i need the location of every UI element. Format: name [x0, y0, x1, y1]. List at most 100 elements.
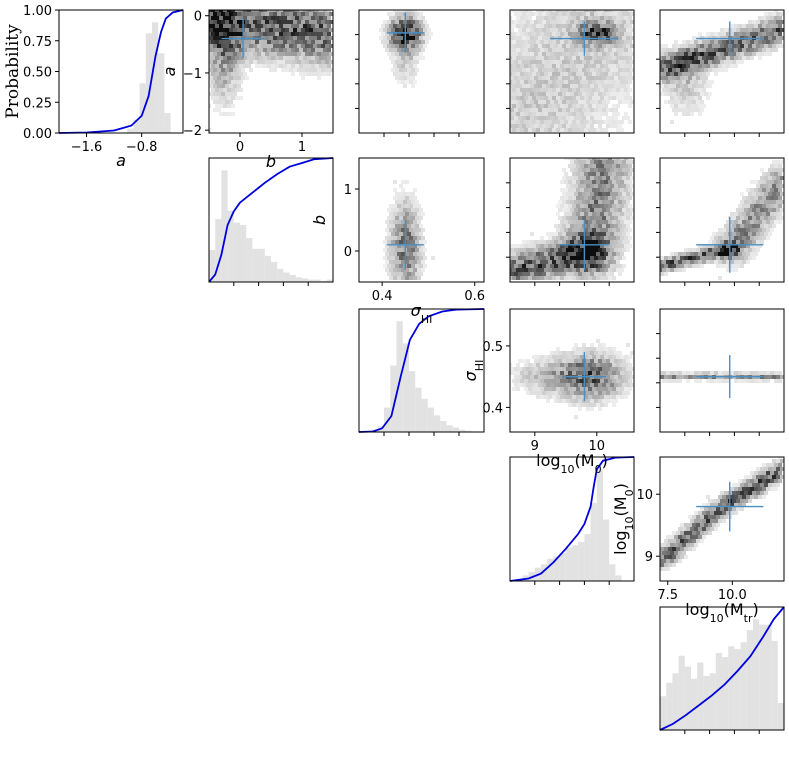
density-cell [510, 252, 512, 256]
density-cell [620, 32, 624, 36]
density-cell [558, 92, 562, 96]
density-cell [393, 180, 397, 184]
density-cell [770, 188, 774, 192]
density-cell [520, 10, 524, 12]
density-cell [754, 220, 758, 224]
density-cell [624, 158, 628, 160]
density-cell [692, 92, 696, 96]
density-cell [538, 272, 542, 276]
density-cell [586, 116, 590, 120]
hist-bar [678, 655, 685, 730]
density-cell [528, 16, 532, 20]
density-cell [299, 72, 303, 76]
density-cell [722, 228, 726, 232]
density-cell [534, 116, 538, 120]
density-cell [606, 399, 610, 403]
density-cell [624, 80, 628, 84]
density-cell [323, 24, 327, 28]
density-cell [556, 40, 560, 44]
density-cell [580, 403, 584, 407]
density-cell [572, 228, 576, 232]
density-cell [626, 184, 630, 188]
density-cell [696, 248, 700, 252]
density-cell [670, 72, 674, 76]
density-cell [534, 367, 538, 371]
hist-bar [384, 407, 391, 432]
density-cell [564, 128, 568, 132]
density-cell [734, 495, 738, 499]
density-cell [281, 68, 285, 72]
density-cell [546, 100, 550, 104]
density-cell [712, 68, 716, 72]
density-cell [275, 56, 279, 60]
density-cell [409, 244, 413, 248]
density-cell [528, 10, 532, 12]
density-cell [580, 212, 584, 216]
density-cell [770, 479, 774, 483]
density-cell [528, 96, 532, 100]
density-cell [584, 128, 588, 132]
density-cell [584, 387, 588, 391]
density-cell [520, 104, 524, 108]
density-cell [596, 104, 600, 108]
density-cell [413, 48, 417, 52]
density-cell [514, 68, 518, 72]
density-cell [217, 44, 221, 48]
density-cell [608, 276, 612, 280]
density-cell [692, 108, 696, 112]
density-cell [592, 188, 596, 192]
density-cell [688, 515, 692, 519]
density-cell [628, 40, 632, 44]
density-cell [566, 367, 570, 371]
density-cell [620, 128, 624, 132]
density-cell [393, 244, 397, 248]
density-cell [275, 16, 279, 20]
density-cell [612, 64, 616, 68]
density-cell [590, 240, 594, 244]
density-cell [423, 240, 427, 244]
density-cell [568, 48, 572, 52]
density-cell [688, 523, 692, 527]
density-cell [558, 367, 562, 371]
cdf-line [358, 308, 485, 433]
density-cell [399, 44, 403, 48]
density-cell [393, 220, 397, 224]
density-cell [209, 80, 211, 84]
density-cell [732, 491, 736, 495]
density-cell [674, 543, 678, 547]
x-axis-label: b [266, 152, 276, 171]
panel-frame [509, 308, 635, 433]
density-cell [546, 264, 550, 268]
cdf-line [58, 9, 184, 134]
density-cell [576, 164, 580, 168]
density-cell [690, 40, 694, 44]
density-cell [566, 272, 570, 276]
density-cell [614, 256, 618, 260]
density-cell [397, 80, 401, 84]
density-cell [616, 355, 620, 359]
density-cell [706, 495, 710, 499]
density-cell [415, 264, 419, 268]
density-cell [688, 100, 692, 104]
density-cell [237, 84, 241, 88]
density-cell [243, 16, 247, 20]
density-cell [582, 200, 586, 204]
density-cell [564, 395, 568, 399]
density-cell [576, 96, 580, 100]
density-cell [327, 56, 331, 60]
density-cell [532, 120, 536, 124]
density-cell [612, 32, 616, 36]
density-cell [620, 355, 624, 359]
density-cell [385, 244, 389, 248]
density-cell [698, 252, 702, 256]
density-cell [528, 387, 532, 391]
density-cell [590, 76, 594, 80]
density-cell [259, 32, 263, 36]
density-cell [417, 204, 421, 208]
density-cell [538, 76, 542, 80]
density-cell [764, 232, 768, 236]
density-cell [600, 80, 604, 84]
density-cell [405, 196, 409, 200]
density-cell [778, 16, 782, 20]
density-cell [399, 184, 403, 188]
